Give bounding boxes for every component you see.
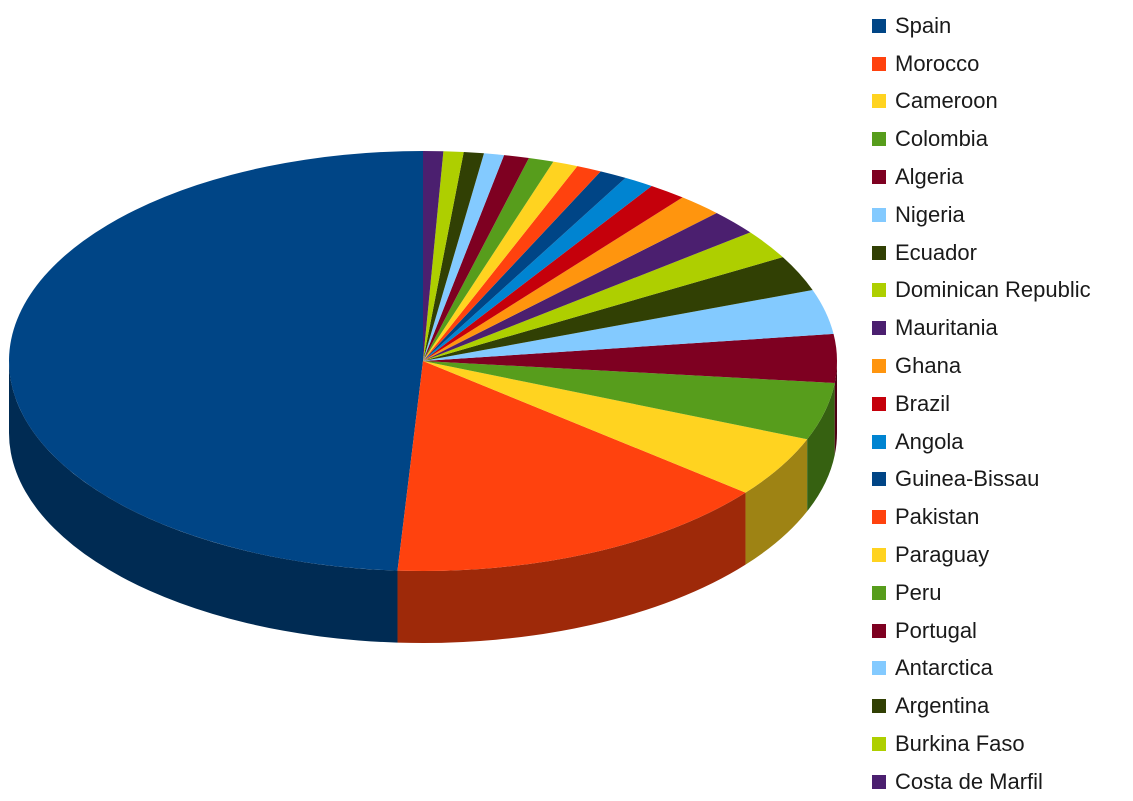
legend-label: Pakistan xyxy=(895,504,980,530)
pie-side-morocco xyxy=(397,492,746,643)
legend-item: Paraguay xyxy=(872,536,1130,574)
legend-swatch xyxy=(872,396,886,411)
legend-label: Argentina xyxy=(895,693,990,719)
legend-item: Angola xyxy=(872,423,1130,461)
legend-swatch xyxy=(872,699,886,714)
legend-item: Antarctica xyxy=(872,650,1130,688)
pie-slice-cameroon xyxy=(423,361,808,493)
legend-label: Cameroon xyxy=(895,88,998,114)
legend-item: Dominican Republic xyxy=(872,272,1130,310)
legend-label: Guinea-Bissau xyxy=(895,466,1040,492)
legend-swatch xyxy=(872,472,886,487)
legend-swatch xyxy=(872,359,886,374)
legend-label: Morocco xyxy=(895,50,980,76)
legend-item: Pakistan xyxy=(872,498,1130,536)
pie-slice-burkina-faso xyxy=(423,151,464,361)
legend-label: Angola xyxy=(895,428,964,454)
legend-label: Portugal xyxy=(895,617,977,643)
pie-slice-mauritania xyxy=(423,212,751,361)
legend-item: Nigeria xyxy=(872,196,1130,234)
legend-item: Portugal xyxy=(872,612,1130,650)
legend-item: Peru xyxy=(872,574,1130,612)
pie-side-algeria xyxy=(834,361,837,455)
legend-label: Ecuador xyxy=(895,239,977,265)
legend-item: Brazil xyxy=(872,385,1130,423)
pie-slice-colombia xyxy=(423,361,835,440)
legend-item: Mauritania xyxy=(872,309,1130,347)
pie-side-spain xyxy=(9,361,398,643)
legend-label: Dominican Republic xyxy=(895,277,1091,303)
legend-item: Ecuador xyxy=(872,234,1130,272)
pie-sides xyxy=(9,361,837,643)
pie-slice-angola xyxy=(423,177,652,361)
legend-item: Guinea-Bissau xyxy=(872,461,1130,499)
legend-swatch xyxy=(872,737,886,752)
pie-top xyxy=(9,151,837,571)
pie-slice-guinea-bissau xyxy=(423,171,626,361)
pie-slice-ghana xyxy=(423,197,717,361)
legend-swatch xyxy=(872,207,886,222)
pie-side-colombia xyxy=(807,382,835,512)
legend-label: Antarctica xyxy=(895,655,993,681)
legend-swatch xyxy=(872,510,886,525)
legend-item: Algeria xyxy=(872,158,1130,196)
legend-item: Colombia xyxy=(872,120,1130,158)
legend-swatch xyxy=(872,283,886,298)
legend-swatch xyxy=(872,321,886,336)
legend-swatch xyxy=(872,132,886,147)
pie-slice-argentina xyxy=(423,152,484,361)
legend-item: Costa de Marfil xyxy=(872,763,1130,801)
legend-label: Algeria xyxy=(895,164,964,190)
legend-label: Colombia xyxy=(895,126,988,152)
legend-label: Brazil xyxy=(895,390,951,416)
legend-label: Burkina Faso xyxy=(895,731,1025,757)
pie-slice-spain xyxy=(9,151,424,571)
legend-item: Morocco xyxy=(872,45,1130,83)
legend-swatch xyxy=(872,548,886,563)
pie-slice-costa-de-marfil xyxy=(423,151,444,361)
legend-swatch xyxy=(872,170,886,185)
legend-label: Nigeria xyxy=(895,201,965,227)
pie-slice-pakistan xyxy=(423,166,601,361)
legend-label: Ghana xyxy=(895,353,962,379)
chart-legend: Spain Morocco Cameroon Colombia Algeria Niger… xyxy=(872,7,1130,801)
legend-label: Spain xyxy=(895,12,952,38)
pie-slice-morocco xyxy=(397,361,746,571)
legend-item: Burkina Faso xyxy=(872,725,1130,763)
pie-slice-portugal xyxy=(423,155,529,361)
legend-label: Paraguay xyxy=(895,542,990,568)
pie-slice-dominican-republic xyxy=(423,232,783,361)
legend-swatch xyxy=(872,18,886,33)
legend-swatch xyxy=(872,623,886,638)
pie-slice-peru xyxy=(423,157,554,361)
legend-item: Spain xyxy=(872,7,1130,45)
legend-item: Ghana xyxy=(872,347,1130,385)
pie-slice-paraguay xyxy=(423,161,578,361)
legend-label: Mauritania xyxy=(895,315,998,341)
legend-item: Cameroon xyxy=(872,83,1130,121)
pie-slice-algeria xyxy=(423,333,837,383)
pie-slice-brazil xyxy=(423,185,683,361)
legend-swatch xyxy=(872,245,886,260)
pie-slice-nigeria xyxy=(423,289,834,361)
pie-slice-ecuador xyxy=(423,257,813,361)
legend-label: Costa de Marfil xyxy=(895,768,1043,794)
pie-slice-antarctica xyxy=(423,153,505,361)
legend-swatch xyxy=(872,774,886,789)
legend-swatch xyxy=(872,56,886,71)
legend-swatch xyxy=(872,585,886,600)
legend-swatch xyxy=(872,94,886,109)
legend-swatch xyxy=(872,434,886,449)
legend-label: Peru xyxy=(895,579,942,605)
legend-swatch xyxy=(872,661,886,676)
pie-side-cameroon xyxy=(745,439,808,565)
legend-item: Argentina xyxy=(872,687,1130,725)
